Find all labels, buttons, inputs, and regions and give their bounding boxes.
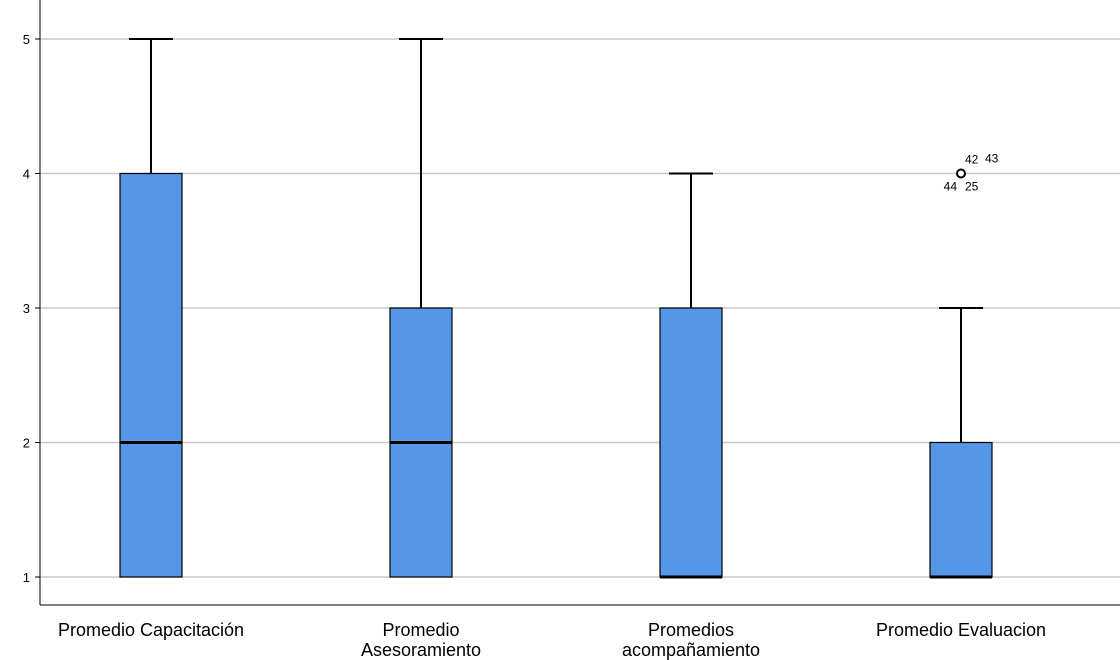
box-group-2	[389, 38, 453, 578]
axis-layer: 1 2 3 4 5	[23, 0, 1120, 606]
x-category-label-3: Promedios acompañamiento	[622, 620, 760, 660]
x-category-label-1: Promedio Capacitación	[58, 620, 244, 640]
box-group-1	[119, 38, 183, 578]
y-tick-label-1: 1	[23, 570, 30, 585]
y-tick-label-5: 5	[23, 32, 30, 47]
outlier-point	[956, 168, 966, 179]
box-layer: 42 43 44 25	[119, 38, 999, 579]
box-group-4: 42 43 44 25	[929, 152, 999, 579]
x-category-label-line: Promedio	[382, 620, 459, 640]
y-tick-label-3: 3	[23, 301, 30, 316]
x-category-label-line: Promedio Evaluacion	[876, 620, 1046, 640]
outlier-case-label: 42	[965, 153, 979, 167]
x-category-label-line: Promedio Capacitación	[58, 620, 244, 640]
box-group-3	[659, 172, 723, 579]
x-category-label-line: Promedios	[648, 620, 734, 640]
x-category-label-line: Asesoramiento	[361, 640, 481, 660]
label-layer: Promedio Capacitación Promedio Asesoramien…	[58, 620, 1046, 660]
iqr-box	[659, 307, 723, 578]
x-category-label-2: Promedio Asesoramiento	[361, 620, 481, 660]
x-category-label-line: acompañamiento	[622, 640, 760, 660]
iqr-box	[119, 172, 183, 578]
iqr-box	[929, 441, 993, 578]
x-category-label-4: Promedio Evaluacion	[876, 620, 1046, 640]
outlier-case-label: 25	[965, 180, 979, 194]
outlier-case-label: 44	[944, 180, 958, 194]
outlier-case-label: 43	[985, 152, 999, 166]
y-tick-label-4: 4	[23, 167, 30, 182]
y-tick-label-2: 2	[23, 436, 30, 451]
